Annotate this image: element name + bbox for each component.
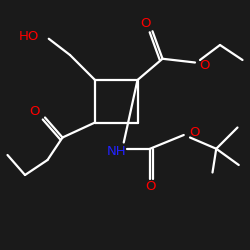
Text: HO: HO (18, 30, 39, 43)
Text: O: O (189, 126, 199, 138)
Text: NH: NH (106, 145, 126, 158)
Text: O: O (145, 180, 155, 193)
Text: O: O (30, 105, 40, 118)
Text: O: O (199, 59, 209, 72)
Text: O: O (140, 17, 151, 30)
